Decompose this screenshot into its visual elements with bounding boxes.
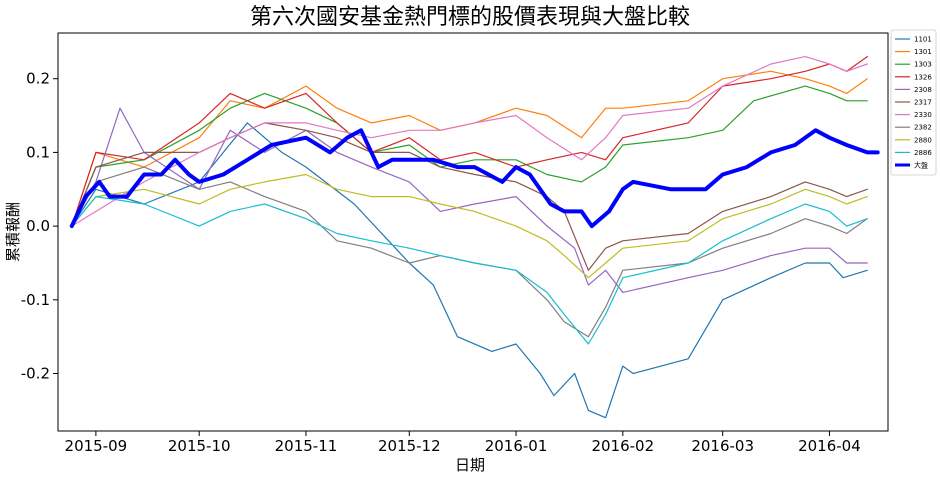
legend-label-7: 2330 — [914, 111, 932, 119]
series-line-1 — [71, 122, 868, 419]
legend-label-1: 1101 — [914, 36, 932, 44]
series-lines — [69, 56, 880, 419]
y-tick-label-2: -0.1 — [21, 291, 50, 309]
series-line-10 — [71, 196, 868, 345]
series-line-8 — [71, 166, 868, 338]
x-tick-label-6: 2016-02 — [591, 437, 654, 455]
legend: 1101 1301 1303 1326 2308 2317 2330 2382 2880 2886… — [890, 29, 937, 176]
series-line-9 — [71, 173, 868, 279]
x-tick-label-8: 2016-04 — [798, 437, 861, 455]
series-line-6 — [71, 122, 868, 271]
x-tick-label-4: 2015-12 — [378, 437, 441, 455]
x-tick-label-2: 2015-10 — [168, 437, 231, 455]
plot-area-frame — [57, 32, 889, 432]
legend-label-4: 1326 — [914, 73, 932, 81]
series-line-5 — [71, 107, 868, 293]
legend-label-5: 2308 — [914, 86, 932, 94]
series-line-7 — [71, 56, 868, 227]
x-tick-label-1: 2015-09 — [65, 437, 128, 455]
y-tick-label-3: 0.0 — [26, 217, 50, 235]
legend-label-3: 1303 — [914, 61, 932, 69]
series-line-2 — [71, 70, 868, 227]
legend-label-11: 大盤 — [914, 161, 928, 170]
legend-box — [890, 29, 937, 176]
x-axis-ticks: 2015-09 2015-10 2015-11 2015-12 2016-01 2016-… — [65, 431, 861, 455]
y-tick-label-5: 0.2 — [26, 70, 50, 88]
chart-title: 第六次國安基金熱門標的股價表現與大盤比較 — [250, 5, 690, 30]
x-tick-label-5: 2016-01 — [485, 437, 548, 455]
x-tick-label-7: 2016-03 — [691, 437, 754, 455]
x-axis-label: 日期 — [455, 456, 485, 474]
y-tick-label-4: 0.1 — [26, 143, 50, 161]
series-line-4 — [71, 56, 868, 227]
legend-label-2: 1301 — [914, 48, 932, 56]
legend-label-10: 2886 — [914, 149, 932, 157]
series-line-11 — [69, 128, 880, 229]
y-axis-ticks: -0.2 -0.1 0.0 0.1 0.2 — [21, 70, 58, 383]
y-tick-label-1: -0.2 — [21, 365, 50, 383]
y-axis-label: 累積報酬 — [4, 202, 22, 262]
legend-label-8: 2382 — [914, 124, 932, 132]
legend-label-9: 2880 — [914, 136, 932, 144]
x-tick-label-3: 2015-11 — [275, 437, 338, 455]
legend-label-6: 2317 — [914, 99, 932, 107]
